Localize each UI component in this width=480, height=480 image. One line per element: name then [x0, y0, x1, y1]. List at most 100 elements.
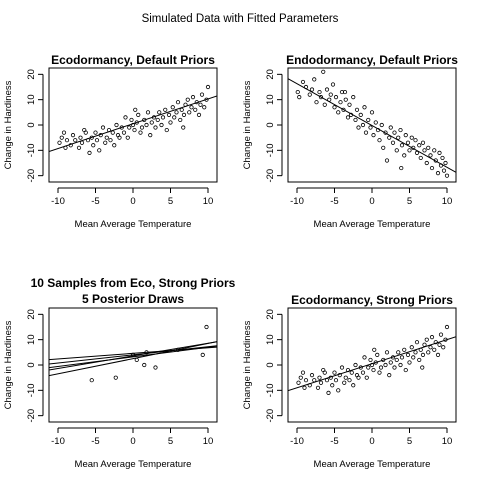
data-point	[303, 84, 309, 90]
data-point	[420, 140, 426, 145]
data-point	[145, 110, 151, 115]
data-point	[420, 365, 425, 370]
data-point	[174, 110, 179, 115]
data-point	[328, 375, 333, 380]
x-tick-label: -5	[91, 436, 99, 447]
data-point	[68, 143, 73, 148]
data-point	[64, 138, 70, 143]
fit-lines	[49, 341, 217, 377]
data-point	[438, 332, 444, 337]
data-point	[405, 140, 411, 145]
data-point	[428, 153, 433, 158]
data-point	[121, 130, 127, 135]
data-point	[333, 95, 339, 100]
data-point	[343, 375, 348, 380]
data-point	[414, 340, 420, 345]
data-point	[330, 383, 335, 388]
plot-frame	[287, 67, 457, 183]
data-point	[204, 97, 209, 102]
y-tick-label: 20	[26, 69, 37, 80]
data-point	[326, 390, 331, 395]
data-point	[163, 107, 168, 112]
y-tick-label: -10	[265, 143, 276, 157]
y-tick-label: -10	[26, 143, 37, 157]
x-tick-label: 10	[442, 196, 453, 207]
data-point	[193, 107, 198, 112]
data-point	[351, 95, 356, 100]
data-point	[160, 115, 166, 120]
data-point	[336, 388, 341, 393]
data-point	[307, 92, 312, 97]
data-point	[142, 362, 147, 368]
data-point	[181, 125, 186, 130]
x-axis-label: Mean Average Temperature	[75, 219, 192, 230]
y-tick-label: -20	[265, 169, 276, 183]
data-point	[368, 125, 373, 130]
data-point	[328, 92, 333, 97]
data-point	[82, 127, 87, 133]
data-point	[443, 160, 448, 166]
data-point	[414, 150, 420, 155]
y-tick-label: -10	[265, 383, 276, 397]
data-point	[89, 135, 94, 140]
y-tick-label: 0	[26, 122, 37, 127]
data-point	[366, 365, 371, 370]
data-point	[378, 365, 384, 370]
data-point	[438, 163, 444, 168]
y-axis-label: Change in Hardiness	[3, 80, 14, 169]
y-tick-label: 10	[26, 94, 37, 105]
data-point	[129, 117, 134, 123]
data-point	[441, 345, 446, 350]
data-point	[373, 360, 378, 365]
data-point	[127, 125, 132, 130]
data-point	[149, 120, 154, 125]
x-tick-label: 5	[407, 196, 412, 207]
data-point	[309, 373, 315, 378]
data-point	[91, 143, 96, 148]
panel-title: 10 Samples from Eco, Strong Priors	[31, 276, 236, 290]
data-point	[89, 378, 94, 383]
y-tick-label: -20	[26, 409, 37, 423]
data-point	[199, 92, 205, 97]
data-point	[205, 84, 211, 90]
data-point	[394, 357, 399, 363]
data-point	[372, 347, 377, 352]
data-point	[387, 373, 392, 378]
data-point	[392, 130, 397, 135]
data-point	[424, 337, 429, 342]
data-point	[337, 373, 342, 378]
fit-line	[288, 336, 456, 392]
data-point	[87, 150, 92, 155]
x-tick-label: -5	[91, 196, 99, 207]
x-tick-label: -10	[51, 436, 65, 447]
data-point	[351, 383, 356, 388]
data-point	[148, 133, 153, 138]
data-point	[358, 112, 363, 117]
data-point	[347, 102, 352, 107]
chart-panel-4: Ecodormancy, Strong Priors -10 -5 0 5 10 -20 -1…	[242, 293, 457, 470]
data-point	[302, 385, 307, 390]
x-tick-label: -10	[290, 436, 304, 447]
x-tick-label: 5	[168, 436, 173, 447]
x-tick-label: 10	[203, 196, 214, 207]
data-point	[151, 115, 157, 120]
x-tick-label: -10	[290, 196, 304, 207]
fit-line	[49, 341, 217, 377]
data-point	[336, 110, 341, 115]
data-point	[418, 347, 423, 352]
y-tick-label: 20	[265, 309, 276, 320]
data-point	[303, 378, 309, 383]
data-point	[429, 165, 435, 171]
data-point	[307, 383, 312, 388]
data-point	[356, 375, 361, 380]
data-point	[125, 135, 130, 140]
data-point	[136, 112, 141, 117]
data-point	[388, 360, 393, 365]
data-point	[399, 165, 404, 171]
data-point	[396, 350, 401, 355]
data-point	[441, 168, 447, 173]
data-point	[110, 130, 115, 135]
data-point	[317, 89, 322, 95]
data-point	[348, 112, 354, 117]
x-tick-label: 5	[168, 196, 173, 207]
